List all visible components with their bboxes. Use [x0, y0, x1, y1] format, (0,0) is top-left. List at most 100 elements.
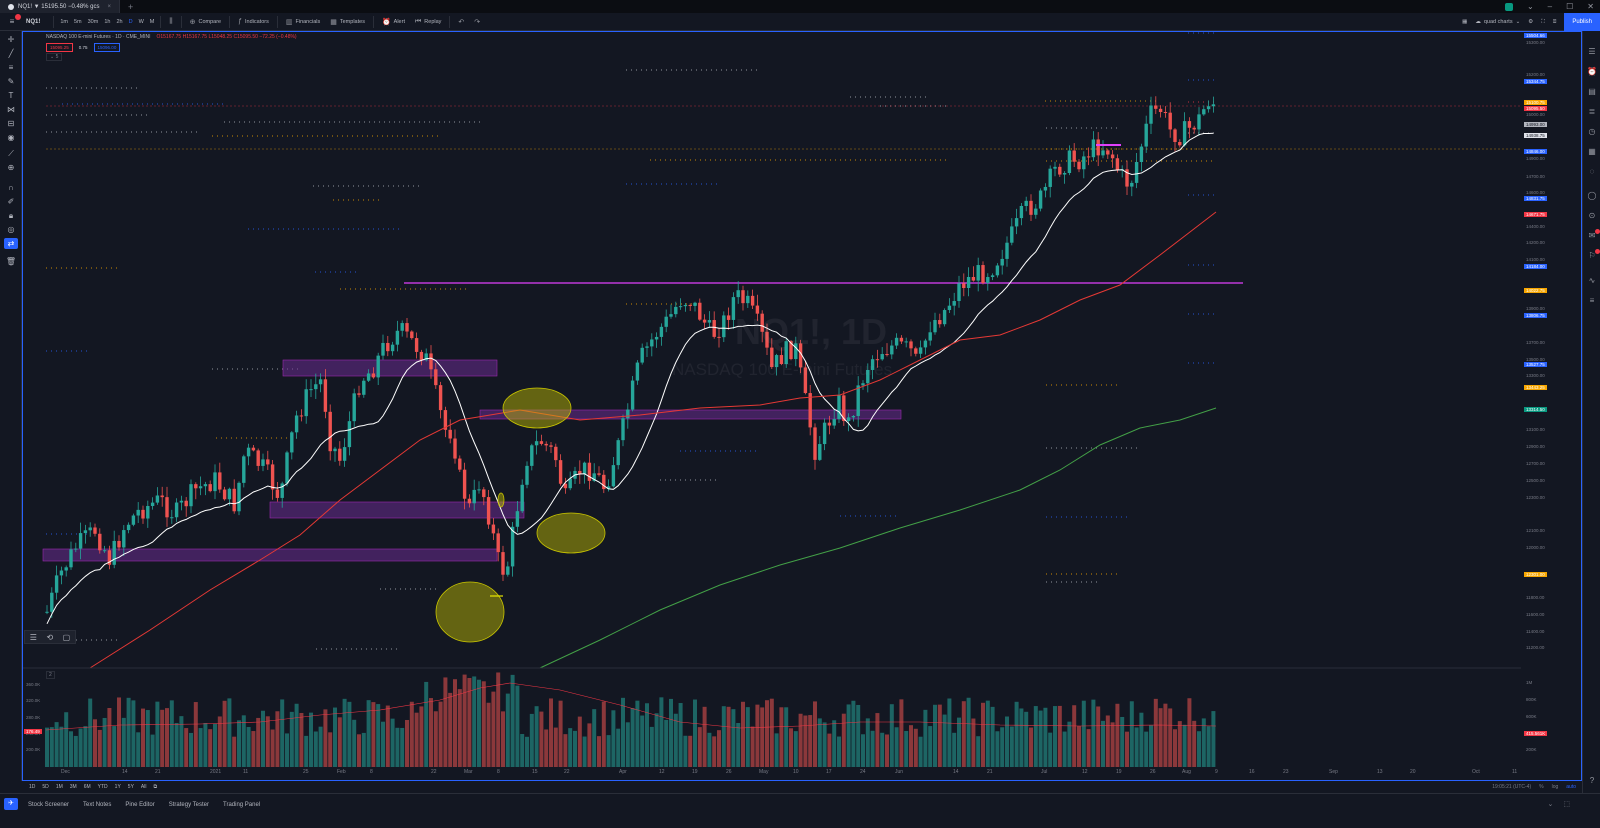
- timeframe-5m[interactable]: 5m: [73, 18, 82, 25]
- camera-icon[interactable]: ⌸: [1553, 18, 1557, 25]
- brush-icon[interactable]: ✎: [7, 77, 15, 86]
- volume-pane-label[interactable]: 2: [46, 671, 55, 679]
- bar-style-button[interactable]: ⫼: [164, 18, 177, 26]
- maximize-icon[interactable]: ☐: [1566, 2, 1574, 11]
- timeframe-30m[interactable]: 30m: [87, 18, 99, 25]
- tab-pine-editor[interactable]: Pine Editor: [125, 802, 155, 808]
- replay-button[interactable]: ⏮ Replay: [410, 18, 446, 26]
- range-1d[interactable]: 1D: [29, 784, 36, 790]
- data-window-icon[interactable]: ▤: [1588, 87, 1596, 96]
- fullscreen-icon[interactable]: ⛶: [1541, 18, 1545, 25]
- alert-button[interactable]: ⏰ Alert: [377, 18, 410, 26]
- calendar-icon[interactable]: ◷: [1588, 127, 1596, 136]
- chat-icon[interactable]: ◯: [1587, 191, 1597, 200]
- lock-icon[interactable]: 🔒︎: [8, 211, 14, 220]
- indicators-toggle[interactable]: ⌄ 5: [46, 53, 63, 61]
- legend-title[interactable]: NASDAQ 100 E-mini Futures · 1D · CME_MIN…: [46, 34, 151, 40]
- fib-icon[interactable]: ≡: [8, 63, 14, 72]
- measure-icon[interactable]: ⊟: [7, 119, 15, 128]
- candle-body: [957, 283, 961, 302]
- close-tab-icon[interactable]: ×: [107, 3, 112, 10]
- ideas-icon[interactable]: ▦: [1588, 147, 1596, 156]
- tab-stock-screener[interactable]: Stock Screener: [28, 802, 70, 808]
- range-5y[interactable]: 5Y: [127, 784, 134, 790]
- rectangle-icon[interactable]: ▢: [62, 632, 71, 642]
- timeframe-m[interactable]: M: [149, 18, 155, 25]
- main-menu-button[interactable]: ≡: [0, 13, 24, 31]
- maximize-panel-icon[interactable]: ⬚: [1563, 801, 1570, 808]
- tab-strategy-tester[interactable]: Strategy Tester: [168, 802, 209, 808]
- chevron-down-icon[interactable]: ⌄: [1526, 2, 1534, 11]
- tradingview-logo-icon[interactable]: ✈: [4, 798, 18, 810]
- layout-switcher[interactable]: ☁ quad charts ⌄: [1475, 19, 1520, 25]
- range-6m[interactable]: 6M: [83, 784, 91, 790]
- notifications-icon[interactable]: ✉: [1587, 229, 1600, 241]
- drag-handle-icon[interactable]: ☰: [29, 632, 37, 642]
- trash-icon[interactable]: 🗑︎: [5, 257, 17, 266]
- range-5d[interactable]: 5D: [42, 784, 49, 790]
- stay-drawing-icon[interactable]: ✐: [7, 197, 15, 206]
- trend-line-icon[interactable]: ╱: [8, 49, 14, 58]
- hotlist-icon[interactable]: ≣: [1588, 107, 1596, 116]
- sell-button[interactable]: 15095.25: [46, 43, 73, 52]
- close-window-icon[interactable]: ✕: [1587, 2, 1594, 11]
- symbol-search[interactable]: NQ1!: [26, 18, 41, 25]
- messages-icon[interactable]: ⚐: [1587, 249, 1600, 261]
- help-icon[interactable]: ?: [1589, 776, 1595, 785]
- price-axis[interactable]: 15300.00 15200.00 15000.00 14900.00 14700.00…: [1522, 32, 1580, 668]
- tab-text-notes[interactable]: Text Notes: [83, 802, 112, 808]
- lightbulb-icon[interactable]: ◌: [1589, 167, 1595, 176]
- watchlist-icon[interactable]: ☰: [1588, 47, 1596, 56]
- minimize-icon[interactable]: –: [1547, 2, 1553, 11]
- zoom-icon[interactable]: ⊕: [7, 163, 15, 172]
- compare-button[interactable]: ⊕ Compare: [185, 18, 227, 26]
- range-3m[interactable]: 3M: [69, 784, 77, 790]
- alerts-icon[interactable]: ⏰: [1587, 67, 1597, 76]
- pattern-icon[interactable]: ⋈: [7, 105, 15, 114]
- browser-tab[interactable]: NQ1! ▼ 15195.50 −0.48% gcs ×: [0, 0, 121, 13]
- range-1y[interactable]: 1Y: [114, 784, 121, 790]
- text-icon[interactable]: T: [8, 91, 14, 100]
- templates-button[interactable]: ▦ Templates: [325, 18, 370, 26]
- chevron-down-icon[interactable]: ⌄: [1547, 801, 1554, 808]
- percent-scale-toggle[interactable]: %: [1539, 784, 1544, 790]
- log-scale-toggle[interactable]: log: [1551, 784, 1559, 790]
- eye-icon[interactable]: ◉: [7, 133, 15, 142]
- redo-button[interactable]: ↷: [469, 18, 485, 26]
- time-axis[interactable]: Dec 14 21 2021 11 25 Feb 8 22 Mar 8 15 22 Apr 12 19 26 Ma…: [23, 767, 1521, 779]
- goto-date-icon[interactable]: ⧉: [153, 784, 158, 790]
- range-ytd[interactable]: YTD: [97, 784, 108, 790]
- financials-button[interactable]: ▥ Financials: [281, 18, 325, 26]
- sync-drawings-icon[interactable]: ⇄: [4, 238, 18, 249]
- account-icon[interactable]: [1504, 2, 1513, 11]
- new-tab-button[interactable]: +: [128, 1, 134, 12]
- object-tree-icon[interactable]: ⟲: [46, 632, 54, 642]
- dom-icon[interactable]: ≡: [1589, 296, 1595, 305]
- timeframe-w[interactable]: W: [138, 18, 144, 25]
- range-1m[interactable]: 1M: [55, 784, 63, 790]
- tab-trading-panel[interactable]: Trading Panel: [223, 802, 261, 808]
- layout-grid-icon[interactable]: ▦: [1462, 19, 1468, 25]
- undo-button[interactable]: ↶: [453, 18, 469, 26]
- buy-button[interactable]: 15096.00: [93, 43, 121, 52]
- clock-time[interactable]: 19:05:21 (UTC-4): [1492, 784, 1532, 790]
- indicators-button[interactable]: ƒ Indicators: [233, 18, 274, 25]
- publish-button[interactable]: Publish: [1564, 13, 1600, 31]
- ruler-icon[interactable]: ⟋: [8, 149, 14, 158]
- plus-circle-icon: ⊕: [189, 18, 196, 26]
- timeframe-1m[interactable]: 1m: [60, 18, 68, 25]
- timeframe-d[interactable]: D: [128, 18, 133, 25]
- settings-icon[interactable]: ⚙: [1528, 19, 1534, 25]
- volume-bar: [1043, 707, 1048, 767]
- magnet-icon[interactable]: ∩: [8, 183, 14, 192]
- streams-icon[interactable]: ⊙: [1588, 211, 1596, 220]
- visibility-icon[interactable]: ◎: [7, 225, 15, 234]
- auto-scale-toggle[interactable]: auto: [1566, 784, 1576, 790]
- timeframe-1h[interactable]: 1h: [104, 18, 111, 25]
- range-all[interactable]: All: [140, 784, 147, 790]
- timeframe-2h[interactable]: 2h: [116, 18, 123, 25]
- crosshair-icon[interactable]: ✛: [7, 35, 15, 44]
- chart-pane[interactable]: [22, 31, 1582, 781]
- trend-icon[interactable]: ∿: [1588, 276, 1596, 285]
